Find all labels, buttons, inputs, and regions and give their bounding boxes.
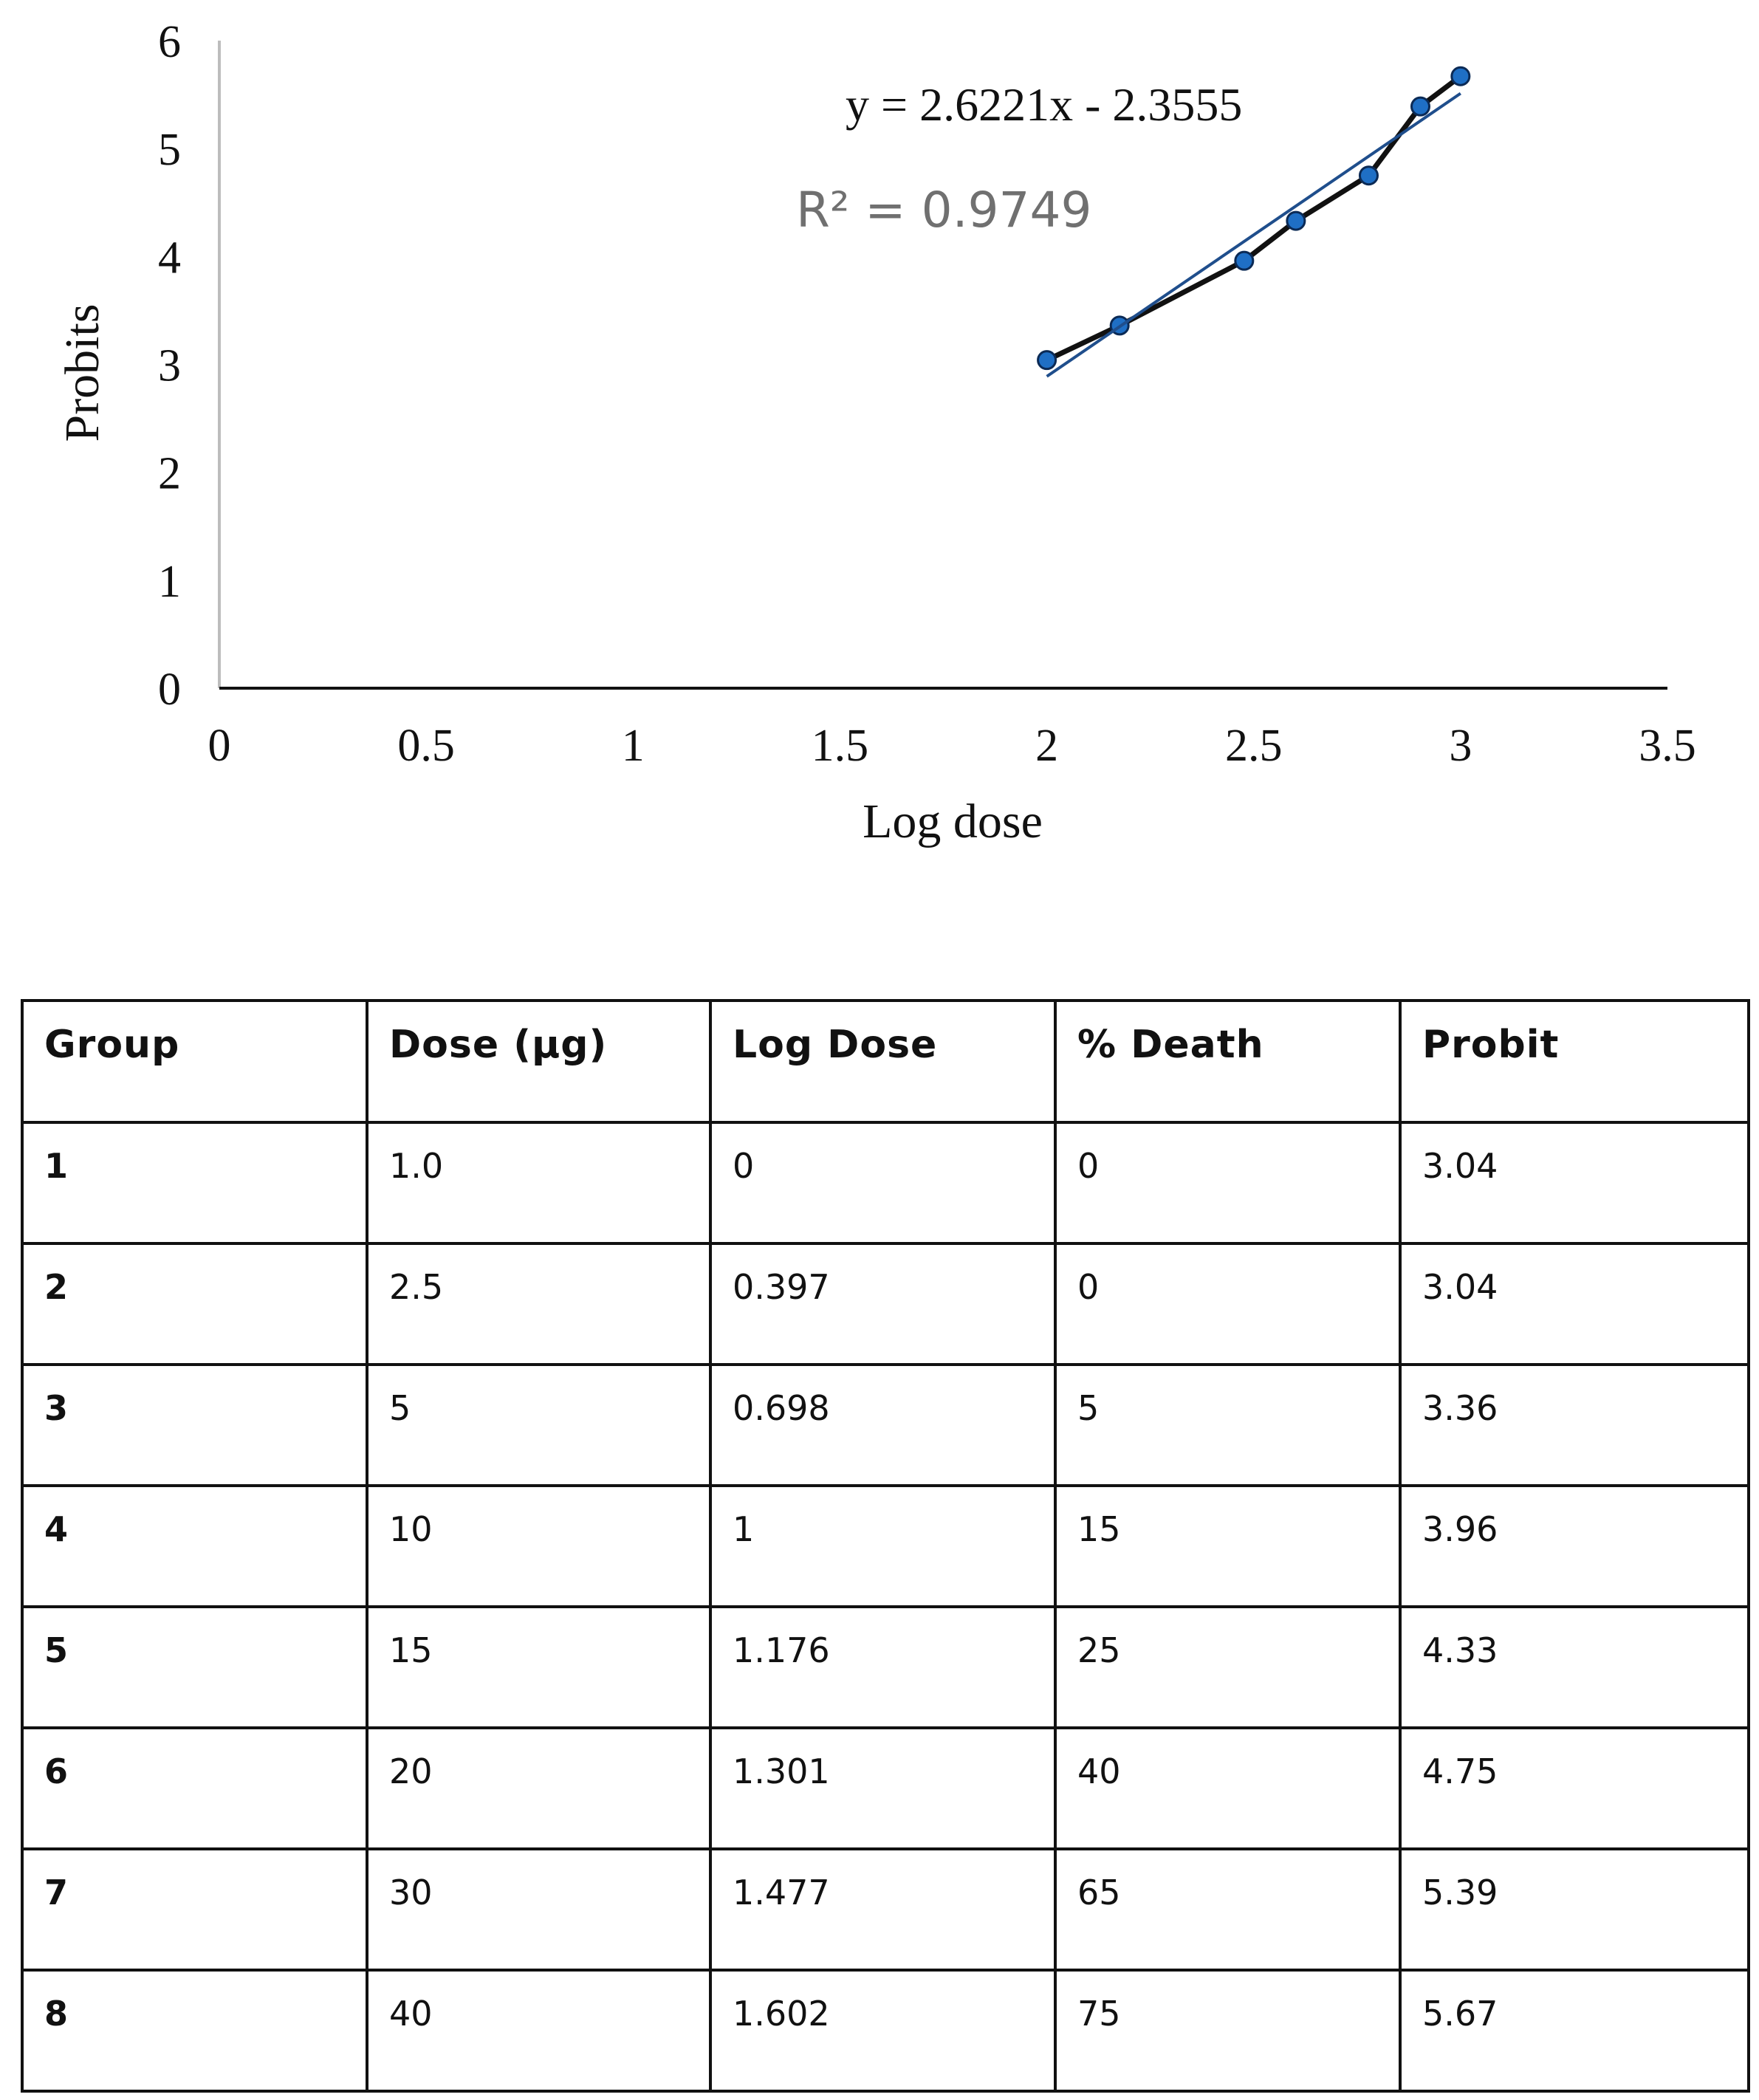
log-dose-cell: 1.477 — [709, 1847, 1057, 1972]
percent-death-cell: 40 — [1054, 1726, 1402, 1850]
header-group: Group — [21, 999, 368, 1124]
probit-cell: 3.36 — [1399, 1363, 1750, 1487]
dose-cell: 5 — [366, 1363, 712, 1487]
data-point — [1410, 96, 1431, 117]
dose-cell: 15 — [366, 1605, 712, 1729]
percent-death-cell: 5 — [1054, 1363, 1402, 1487]
x-tick-label: 2.5 — [1225, 721, 1283, 771]
data-point — [1286, 210, 1306, 231]
y-tick-label: 1 — [158, 557, 181, 607]
data-point — [1450, 66, 1471, 86]
y-tick-labels: 0 1 2 3 4 5 6 — [158, 17, 181, 715]
probit-cell: 3.04 — [1399, 1242, 1750, 1366]
dose-cell: 1.0 — [366, 1121, 712, 1245]
percent-death-cell: 0 — [1054, 1242, 1402, 1366]
dose-probit-table: Group Dose (µg) Log Dose % Death Probit … — [21, 999, 1750, 2093]
header-log-dose: Log Dose — [709, 999, 1057, 1124]
table-body: 1 1.0 0 0 3.04 2 2.5 0.397 0 3.04 3 5 0.698 5 3.36 4 10 1… — [21, 1121, 1750, 2093]
table-row: 1 1.0 0 0 3.04 — [21, 1121, 1750, 1245]
percent-death-cell: 65 — [1054, 1847, 1402, 1972]
probit-cell: 5.67 — [1399, 1969, 1750, 2093]
group-cell: 1 — [21, 1121, 368, 1245]
header-percent-death: % Death — [1054, 999, 1402, 1124]
log-dose-cell: 0.698 — [709, 1363, 1057, 1487]
probit-chart: 0 1 2 3 4 5 6 0 0.5 1 1.5 2 2.5 3 3.5 Probits Log dos… — [55, 17, 1696, 848]
dose-cell: 2.5 — [366, 1242, 712, 1366]
table-row: 7 30 1.477 65 5.39 — [21, 1847, 1750, 1972]
dose-cell: 10 — [366, 1484, 712, 1608]
table-row: 4 10 1 15 3.96 — [21, 1484, 1750, 1608]
group-cell: 7 — [21, 1847, 368, 1972]
data-point — [1037, 350, 1057, 371]
group-cell: 6 — [21, 1726, 368, 1850]
y-tick-label: 6 — [158, 17, 181, 67]
table-header-row: Group Dose (µg) Log Dose % Death Probit — [21, 999, 1750, 1124]
log-dose-cell: 0 — [709, 1121, 1057, 1245]
probit-cell: 5.39 — [1399, 1847, 1750, 1972]
header-probit: Probit — [1399, 999, 1750, 1124]
trendline — [1046, 92, 1461, 378]
dose-cell: 20 — [366, 1726, 712, 1850]
log-dose-cell: 1.176 — [709, 1605, 1057, 1729]
x-tick-label: 0.5 — [397, 721, 455, 771]
group-cell: 5 — [21, 1605, 368, 1729]
group-cell: 8 — [21, 1969, 368, 2093]
header-dose: Dose (µg) — [366, 999, 712, 1124]
percent-death-cell: 0 — [1054, 1121, 1402, 1245]
log-dose-cell: 1.602 — [709, 1969, 1057, 2093]
x-tick-label: 1 — [622, 721, 645, 771]
y-axis-title: Probits — [55, 303, 109, 442]
y-tick-label: 0 — [158, 665, 181, 715]
r-squared-label: R² = 0.9749 — [796, 182, 1092, 239]
x-tick-label: 3.5 — [1639, 721, 1696, 771]
x-axis-title: Log dose — [863, 795, 1043, 848]
table-row: 3 5 0.698 5 3.36 — [21, 1363, 1750, 1487]
probit-cell: 4.33 — [1399, 1605, 1750, 1729]
data-point — [1234, 250, 1255, 271]
trendline-equation: y = 2.6221x - 2.3555 — [846, 78, 1242, 131]
x-tick-labels: 0 0.5 1 1.5 2 2.5 3 3.5 — [208, 721, 1696, 771]
dose-cell: 40 — [366, 1969, 712, 2093]
dose-cell: 30 — [366, 1847, 712, 1972]
x-tick-label: 2 — [1035, 721, 1058, 771]
y-tick-label: 5 — [158, 125, 181, 175]
table-row: 2 2.5 0.397 0 3.04 — [21, 1242, 1750, 1366]
x-tick-label: 0 — [208, 721, 231, 771]
data-point — [1358, 165, 1379, 186]
x-tick-label: 3 — [1449, 721, 1472, 771]
percent-death-cell: 75 — [1054, 1969, 1402, 2093]
percent-death-cell: 25 — [1054, 1605, 1402, 1729]
percent-death-cell: 15 — [1054, 1484, 1402, 1608]
x-tick-label: 1.5 — [812, 721, 869, 771]
log-dose-cell: 0.397 — [709, 1242, 1057, 1366]
y-tick-label: 4 — [158, 233, 181, 283]
y-tick-label: 2 — [158, 449, 181, 499]
group-cell: 2 — [21, 1242, 368, 1366]
probit-cell: 4.75 — [1399, 1726, 1750, 1850]
table-row: 5 15 1.176 25 4.33 — [21, 1605, 1750, 1729]
table-row: 8 40 1.602 75 5.67 — [21, 1969, 1750, 2093]
group-cell: 4 — [21, 1484, 368, 1608]
table-row: 6 20 1.301 40 4.75 — [21, 1726, 1750, 1850]
log-dose-cell: 1.301 — [709, 1726, 1057, 1850]
group-cell: 3 — [21, 1363, 368, 1487]
y-tick-label: 3 — [158, 341, 181, 391]
probit-cell: 3.96 — [1399, 1484, 1750, 1608]
probit-cell: 3.04 — [1399, 1121, 1750, 1245]
log-dose-cell: 1 — [709, 1484, 1057, 1608]
